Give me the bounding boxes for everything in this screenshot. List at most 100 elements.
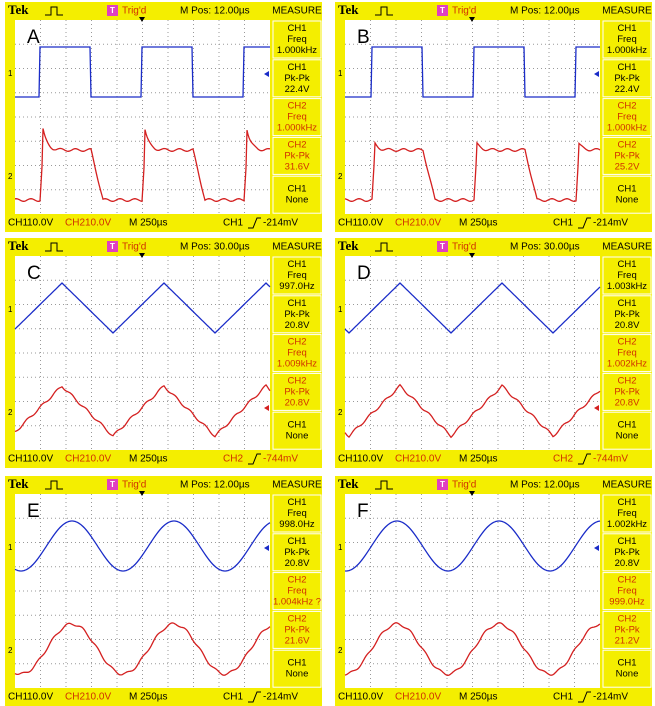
measure-text: CH1 <box>287 184 306 195</box>
trig-box-label: T <box>110 242 115 251</box>
panel-label: E <box>27 501 40 522</box>
footer-text: CH1 <box>338 692 358 703</box>
ch1-marker: 1 <box>338 69 343 78</box>
footer-text: 10.0V <box>27 218 53 229</box>
measure-text: Freq <box>617 586 637 597</box>
measure-text: CH1 <box>287 23 306 34</box>
trig-box-label: T <box>110 6 115 15</box>
footer-text: M 250µs <box>129 454 168 465</box>
measure-text: CH2 <box>617 613 636 624</box>
measure-text: 20.8V <box>615 320 640 331</box>
scope-panel: TekTTrig'dM Pos: 12.00µsMEASUREF12CH1Fre… <box>335 476 652 706</box>
trig-state: Trig'd <box>122 480 146 491</box>
m-pos: M Pos: 30.00µs <box>510 242 580 253</box>
panel-label: C <box>27 263 41 284</box>
measure-text: Freq <box>617 112 637 123</box>
measure-text: 1.000kHz <box>277 45 317 56</box>
footer-text: 10.0V <box>85 454 111 465</box>
m-pos: M Pos: 12.00µs <box>510 480 580 491</box>
footer-text: -744mV <box>593 454 628 465</box>
trig-box-label: T <box>440 6 445 15</box>
measure-text: 20.8V <box>615 397 640 408</box>
footer-text: CH1 <box>8 692 28 703</box>
footer-text: M 250µs <box>459 692 498 703</box>
measure-text: Pk-Pk <box>614 386 640 397</box>
measure-text: CH2 <box>287 575 306 586</box>
measure-text: Pk-Pk <box>614 309 640 320</box>
measure-text: None <box>286 195 309 206</box>
measure-text: Freq <box>617 508 637 519</box>
measure-text: CH1 <box>617 259 636 270</box>
measure-text: Pk-Pk <box>614 624 640 635</box>
measure-text: 25.2V <box>615 161 640 172</box>
trig-box-label: T <box>110 480 115 489</box>
footer-text: CH2 <box>395 454 415 465</box>
footer-text: CH2 <box>553 454 573 465</box>
footer-text: -214mV <box>263 692 298 703</box>
measure-text: CH2 <box>287 101 306 112</box>
measure-text: CH2 <box>617 575 636 586</box>
footer-text: -744mV <box>263 454 298 465</box>
measure-text: Pk-Pk <box>614 73 640 84</box>
measure-text: None <box>616 195 639 206</box>
measure-text: 997.0Hz <box>279 281 315 292</box>
footer-text: M 250µs <box>459 218 498 229</box>
measure-text: CH1 <box>617 536 636 547</box>
measure-text: 1.004kHz ? <box>273 597 321 608</box>
measure-text: 1.000kHz <box>607 45 647 56</box>
measure-text: 1.000kHz <box>277 123 317 134</box>
measure-text: CH1 <box>287 497 306 508</box>
ch1-marker: 1 <box>8 305 13 314</box>
measure-text: CH1 <box>617 62 636 73</box>
footer-text: 10.0V <box>27 692 53 703</box>
measure-text: 20.8V <box>285 320 310 331</box>
ch2-marker: 2 <box>338 408 343 417</box>
trig-state: Trig'd <box>452 6 476 17</box>
ch2-marker: 2 <box>8 408 13 417</box>
measure-text: CH1 <box>287 259 306 270</box>
measure-text: CH2 <box>617 375 636 386</box>
measure-text: Pk-Pk <box>284 309 310 320</box>
footer-text: 10.0V <box>415 692 441 703</box>
footer-text: 10.0V <box>415 454 441 465</box>
measure-title: MEASURE <box>602 6 652 17</box>
measure-text: 1.000kHz <box>607 123 647 134</box>
measure-text: CH1 <box>287 536 306 547</box>
figure: TekTTrig'dM Pos: 12.00µsMEASUREA12CH1Fre… <box>0 0 655 706</box>
m-pos: M Pos: 12.00µs <box>510 6 580 17</box>
measure-title: MEASURE <box>602 242 652 253</box>
measure-text: CH2 <box>617 139 636 150</box>
footer-text: M 250µs <box>129 218 168 229</box>
trig-state: Trig'd <box>122 242 146 253</box>
m-pos: M Pos: 30.00µs <box>180 242 250 253</box>
measure-text: CH1 <box>617 184 636 195</box>
footer-text: M 250µs <box>459 454 498 465</box>
measure-text: CH2 <box>287 139 306 150</box>
ch1-marker: 1 <box>338 543 343 552</box>
footer-text: M 250µs <box>129 692 168 703</box>
ch2-marker: 2 <box>338 646 343 655</box>
footer-text: CH1 <box>8 218 28 229</box>
brand: Tek <box>8 476 29 491</box>
measure-text: Pk-Pk <box>284 73 310 84</box>
measure-text: Pk-Pk <box>284 150 310 161</box>
measure-text: None <box>286 431 309 442</box>
measure-text: CH1 <box>617 298 636 309</box>
footer-text: 10.0V <box>85 692 111 703</box>
footer-text: -214mV <box>263 218 298 229</box>
measure-text: 1.002kHz <box>607 359 647 370</box>
brand: Tek <box>338 476 359 491</box>
panel-label: B <box>357 27 370 48</box>
measure-text: 21.6V <box>285 635 310 646</box>
footer-text: 10.0V <box>357 454 383 465</box>
footer-text: CH1 <box>338 218 358 229</box>
ch1-marker: 1 <box>8 543 13 552</box>
measure-text: CH1 <box>287 62 306 73</box>
measure-text: CH2 <box>617 101 636 112</box>
measure-text: Freq <box>287 270 307 281</box>
measure-text: 999.0Hz <box>609 597 645 608</box>
measure-text: 22.4V <box>615 84 640 95</box>
measure-text: Pk-Pk <box>284 624 310 635</box>
footer-text: CH1 <box>553 218 573 229</box>
